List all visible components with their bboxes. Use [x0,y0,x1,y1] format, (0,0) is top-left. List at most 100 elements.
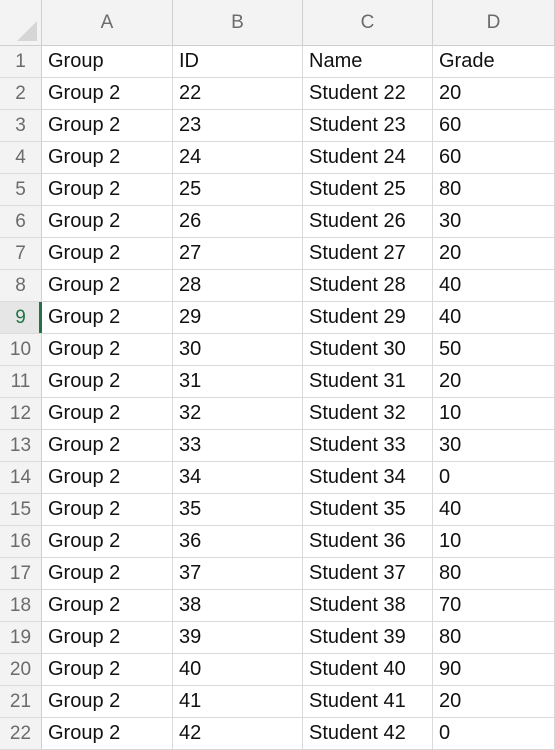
cell-a11[interactable]: Group 2 [42,366,173,398]
cell-d5[interactable]: 80 [433,174,555,206]
row-header-15[interactable]: 15 [0,494,42,526]
row-header-14[interactable]: 14 [0,462,42,494]
cell-c19[interactable]: Student 39 [303,622,433,654]
row-header-6[interactable]: 6 [0,206,42,238]
cell-c6[interactable]: Student 26 [303,206,433,238]
cell-d21[interactable]: 20 [433,686,555,718]
cell-d7[interactable]: 20 [433,238,555,270]
cell-c9[interactable]: Student 29 [303,302,433,334]
cell-c7[interactable]: Student 27 [303,238,433,270]
cell-a2[interactable]: Group 2 [42,78,173,110]
cell-b21[interactable]: 41 [173,686,303,718]
cell-b14[interactable]: 34 [173,462,303,494]
cell-d1[interactable]: Grade [433,46,555,78]
cell-d12[interactable]: 10 [433,398,555,430]
cell-b18[interactable]: 38 [173,590,303,622]
cell-c15[interactable]: Student 35 [303,494,433,526]
cell-d20[interactable]: 90 [433,654,555,686]
row-header-5[interactable]: 5 [0,174,42,206]
cell-d9[interactable]: 40 [433,302,555,334]
cell-b4[interactable]: 24 [173,142,303,174]
cell-a10[interactable]: Group 2 [42,334,173,366]
cell-b2[interactable]: 22 [173,78,303,110]
cell-a5[interactable]: Group 2 [42,174,173,206]
row-header-16[interactable]: 16 [0,526,42,558]
cell-b20[interactable]: 40 [173,654,303,686]
cell-a3[interactable]: Group 2 [42,110,173,142]
row-header-21[interactable]: 21 [0,686,42,718]
cell-d11[interactable]: 20 [433,366,555,398]
select-all-corner[interactable] [0,0,42,46]
row-header-8[interactable]: 8 [0,270,42,302]
row-header-1[interactable]: 1 [0,46,42,78]
cell-b13[interactable]: 33 [173,430,303,462]
cell-a19[interactable]: Group 2 [42,622,173,654]
cell-b10[interactable]: 30 [173,334,303,366]
cell-a4[interactable]: Group 2 [42,142,173,174]
cell-c17[interactable]: Student 37 [303,558,433,590]
cell-b17[interactable]: 37 [173,558,303,590]
row-header-2[interactable]: 2 [0,78,42,110]
cell-c22[interactable]: Student 42 [303,718,433,750]
cell-d15[interactable]: 40 [433,494,555,526]
cell-a16[interactable]: Group 2 [42,526,173,558]
column-header-d[interactable]: D [433,0,555,46]
cell-d14[interactable]: 0 [433,462,555,494]
cell-a20[interactable]: Group 2 [42,654,173,686]
cell-d17[interactable]: 80 [433,558,555,590]
cell-b5[interactable]: 25 [173,174,303,206]
cell-b1[interactable]: ID [173,46,303,78]
cell-c20[interactable]: Student 40 [303,654,433,686]
cell-b22[interactable]: 42 [173,718,303,750]
cell-c13[interactable]: Student 33 [303,430,433,462]
cell-c10[interactable]: Student 30 [303,334,433,366]
row-header-19[interactable]: 19 [0,622,42,654]
row-header-7[interactable]: 7 [0,238,42,270]
cell-c5[interactable]: Student 25 [303,174,433,206]
cell-d6[interactable]: 30 [433,206,555,238]
cell-d3[interactable]: 60 [433,110,555,142]
row-header-3[interactable]: 3 [0,110,42,142]
cell-b16[interactable]: 36 [173,526,303,558]
column-header-b[interactable]: B [173,0,303,46]
cell-c18[interactable]: Student 38 [303,590,433,622]
row-header-20[interactable]: 20 [0,654,42,686]
cell-a7[interactable]: Group 2 [42,238,173,270]
cell-a6[interactable]: Group 2 [42,206,173,238]
cell-d10[interactable]: 50 [433,334,555,366]
cell-b3[interactable]: 23 [173,110,303,142]
cell-b9[interactable]: 29 [173,302,303,334]
cell-d4[interactable]: 60 [433,142,555,174]
cell-c12[interactable]: Student 32 [303,398,433,430]
cell-a9[interactable]: Group 2 [42,302,173,334]
cell-c3[interactable]: Student 23 [303,110,433,142]
cell-a17[interactable]: Group 2 [42,558,173,590]
cell-a15[interactable]: Group 2 [42,494,173,526]
row-header-4[interactable]: 4 [0,142,42,174]
cell-d2[interactable]: 20 [433,78,555,110]
cell-c2[interactable]: Student 22 [303,78,433,110]
cell-b11[interactable]: 31 [173,366,303,398]
row-header-9[interactable]: 9 [0,302,42,334]
cell-d19[interactable]: 80 [433,622,555,654]
cell-c14[interactable]: Student 34 [303,462,433,494]
row-header-22[interactable]: 22 [0,718,42,750]
cell-c11[interactable]: Student 31 [303,366,433,398]
cell-c4[interactable]: Student 24 [303,142,433,174]
row-header-10[interactable]: 10 [0,334,42,366]
cell-d22[interactable]: 0 [433,718,555,750]
row-header-11[interactable]: 11 [0,366,42,398]
cell-a14[interactable]: Group 2 [42,462,173,494]
column-header-c[interactable]: C [303,0,433,46]
cell-d18[interactable]: 70 [433,590,555,622]
row-header-12[interactable]: 12 [0,398,42,430]
row-header-13[interactable]: 13 [0,430,42,462]
cell-b15[interactable]: 35 [173,494,303,526]
cell-d16[interactable]: 10 [433,526,555,558]
cell-a21[interactable]: Group 2 [42,686,173,718]
cell-a12[interactable]: Group 2 [42,398,173,430]
cell-c21[interactable]: Student 41 [303,686,433,718]
cell-a13[interactable]: Group 2 [42,430,173,462]
cell-b6[interactable]: 26 [173,206,303,238]
row-header-17[interactable]: 17 [0,558,42,590]
